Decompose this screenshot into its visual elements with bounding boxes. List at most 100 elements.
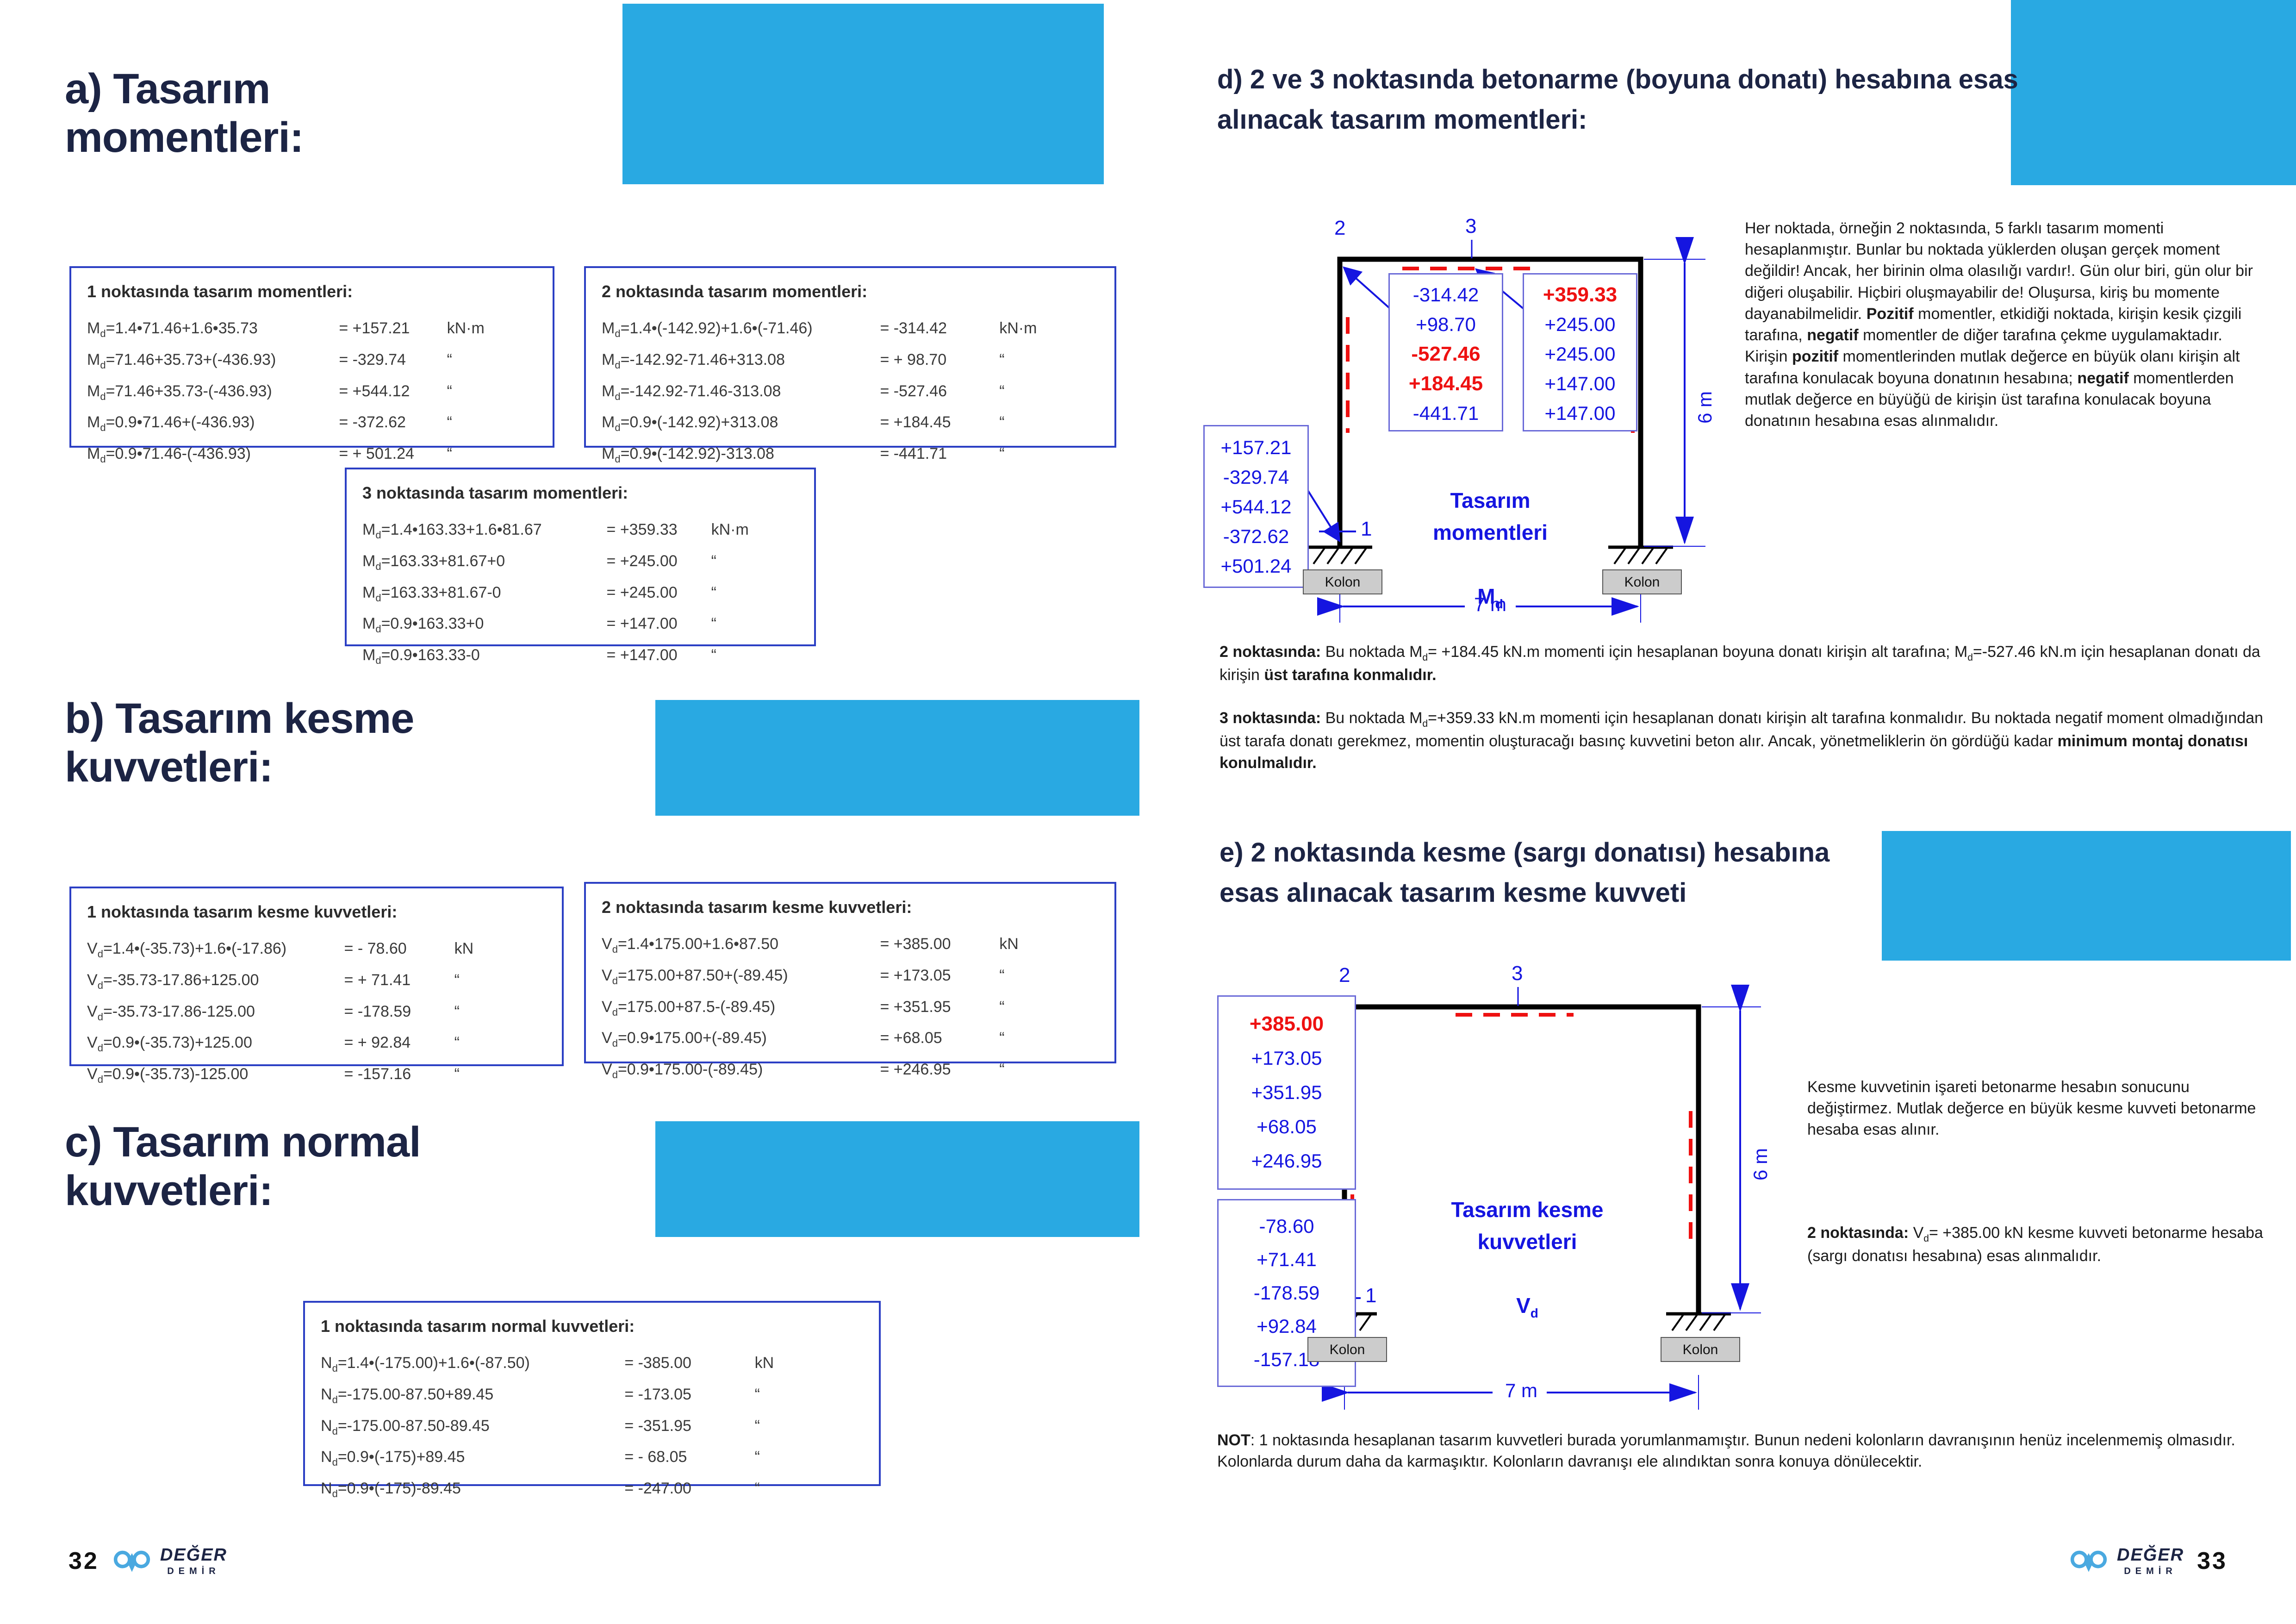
footer-left: 32 DEĞER DEMİR <box>68 1546 227 1576</box>
moment-value: +147.00 <box>1544 373 1616 394</box>
moment-value: -372.62 <box>1223 525 1289 547</box>
formula-row: Vd=175.00+87.50+(-89.45) = +173.05 “ <box>602 966 1005 987</box>
moment-value: +359.33 <box>1543 283 1618 306</box>
brand-name: DEĞER <box>2117 1545 2184 1565</box>
formula-row: Vd=-35.73-17.86+125.00 = + 71.41 “ <box>87 971 460 991</box>
shear-value: +68.05 <box>1257 1116 1317 1137</box>
cyan-block-d <box>2011 0 2296 185</box>
height-dimension-label: 6 m <box>1694 391 1716 424</box>
node1-values-box: +157.21 -329.74 +544.12 -372.62 +501.24 <box>1203 425 1309 588</box>
cyan-block-e <box>1882 831 2291 961</box>
heading-b: b) Tasarım kesme kuvvetleri: <box>65 695 414 791</box>
moment-value: +245.00 <box>1544 343 1616 365</box>
formula-row: Md=71.46+35.73+(-436.93) = -329.74 “ <box>87 350 452 371</box>
formula-row: Nd=0.9•(-175)+89.45 = - 68.05 “ <box>321 1448 760 1468</box>
box-title: 1 noktasında tasarım momentleri: <box>87 282 353 301</box>
moments-explanation-paragraph: Her noktada, örneğin 2 noktasında, 5 far… <box>1745 219 2253 430</box>
formula-row: Vd=175.00+87.5-(-89.45) = +351.95 “ <box>602 998 1005 1018</box>
moment-box-1: 1 noktasında tasarım momentleri: Md=1.4•… <box>69 266 554 465</box>
kolon-label-left: Kolon <box>1303 569 1382 594</box>
formula-row: Md=0.9•163.33+0 = +147.00 “ <box>362 615 716 635</box>
formula-row: Md=1.4•163.33+1.6•81.67 = +359.33 kN·m <box>362 521 749 541</box>
brand-name: DEĞER <box>160 1545 227 1565</box>
formula-row: Nd=-175.00-87.50+89.45 = -173.05 “ <box>321 1385 760 1405</box>
page-number-right: 33 <box>2197 1548 2228 1574</box>
shear-value: +351.95 <box>1251 1081 1322 1103</box>
shear-sign-note: Kesme kuvvetinin işareti betonarme hesab… <box>1807 1078 2256 1139</box>
kolon-label-left: Kolon <box>1307 1337 1387 1362</box>
moment-frame-diagram: 2 3 1 -314.42 +98.70 -527.46 +184.45 -44… <box>1203 199 1847 643</box>
normal-box-1: 1 noktasında tasarım normal kuvvetleri: … <box>303 1301 881 1499</box>
formula-row: Md=163.33+81.67-0 = +245.00 “ <box>362 583 716 604</box>
brand-left: DEĞER DEMİR <box>112 1546 227 1576</box>
shear-values-box-top: +385.00 +173.05 +351.95 +68.05 +246.95 <box>1217 995 1356 1190</box>
kolon-label-right: Kolon <box>1661 1337 1740 1362</box>
formula-row: Md=163.33+81.67+0 = +245.00 “ <box>362 552 716 572</box>
formula-row: Md=0.9•163.33-0 = +147.00 “ <box>362 646 716 666</box>
brand-sub: DEMİR <box>167 1566 220 1576</box>
formula-row: Md=0.9•(-142.92)+313.08 = +184.45 “ <box>602 413 1005 434</box>
ram-logo-icon <box>2070 1550 2107 1572</box>
node-label-2: 2 <box>1334 217 1346 239</box>
note-paragraph: NOT: 1 noktasında hesaplanan tasarım kuv… <box>1217 1431 2235 1471</box>
moment-box-3: 3 noktasında tasarım momentleri: Md=1.4•… <box>345 468 816 666</box>
formula-row: Md=1.4•(-142.92)+1.6•(-71.46) = -314.42 kN… <box>602 319 1037 339</box>
moment-value: +184.45 <box>1408 372 1483 395</box>
shear-value: +173.05 <box>1251 1047 1322 1069</box>
point2-shear-note: 2 noktasında: Vd= +385.00 kN kesme kuvve… <box>1807 1224 2263 1265</box>
node-label-1: 1 <box>1361 518 1372 540</box>
node-label-1: 1 <box>1365 1284 1377 1307</box>
shear-box-2: 2 noktasında tasarım kesme kuvvetleri: V… <box>584 882 1116 1081</box>
formula-row: Md=71.46+35.73-(-436.93) = +544.12 “ <box>87 382 452 402</box>
box-title: 1 noktasında tasarım kesme kuvvetleri: <box>87 902 398 921</box>
shear-value: -178.59 <box>1253 1282 1320 1304</box>
heading-d: d) 2 ve 3 noktasında betonarme (boyuna d… <box>1217 64 2018 135</box>
footer-right: DEĞER DEMİR 33 <box>2069 1546 2228 1576</box>
moment-value: -527.46 <box>1411 343 1481 365</box>
formula-row: Nd=-175.00-87.50-89.45 = -351.95 “ <box>321 1417 760 1437</box>
moment-value: +245.00 <box>1544 313 1616 335</box>
heading-e: e) 2 noktasında kesme (sargı donatısı) h… <box>1220 837 1830 908</box>
shear-value: +92.84 <box>1257 1315 1317 1337</box>
formula-row: Md=-142.92-71.46+313.08 = + 98.70 “ <box>602 350 1005 371</box>
heading-a: a) Tasarım momentleri: <box>65 65 304 161</box>
page-number-left: 32 <box>68 1548 99 1574</box>
shear-value: +71.41 <box>1257 1249 1317 1270</box>
ram-logo-icon <box>113 1550 150 1572</box>
point3-moment-note: 3 noktasında: Bu noktada Md=+359.33 kN.m… <box>1220 709 2264 772</box>
shear-value: -78.60 <box>1259 1215 1314 1237</box>
node-label-2: 2 <box>1339 964 1350 987</box>
width-dimension-label: 7 m <box>1505 1380 1538 1401</box>
node2-values-box: -314.42 +98.70 -527.46 +184.45 -441.71 <box>1388 273 1503 431</box>
brand-sub: DEMİR <box>2124 1566 2177 1576</box>
diagram-caption: Tasarım momentleri Md <box>1433 488 1548 612</box>
box-title: 3 noktasında tasarım momentleri: <box>362 483 628 502</box>
diagram-caption: Tasarım kesme kuvvetleri Vd <box>1451 1198 1604 1321</box>
formula-row: Vd=1.4•175.00+1.6•87.50 = +385.00 kN <box>602 935 1019 955</box>
moment-value: -314.42 <box>1412 284 1479 306</box>
cyan-block-a <box>622 4 1104 184</box>
moment-box-2: 2 noktasında tasarım momentleri: Md=1.4•… <box>584 266 1116 465</box>
moment-value: +157.21 <box>1220 437 1292 458</box>
formula-row: Md=0.9•71.46-(-436.93) = + 501.24 “ <box>87 445 452 465</box>
formula-row: Vd=-35.73-17.86-125.00 = -178.59 “ <box>87 1002 460 1023</box>
box-title: 2 noktasında tasarım kesme kuvvetleri: <box>602 898 912 917</box>
cyan-block-b <box>655 700 1139 816</box>
moment-value: -329.74 <box>1223 466 1289 488</box>
formula-row: Md=0.9•(-142.92)-313.08 = -441.71 “ <box>602 445 1005 465</box>
shear-value: +385.00 <box>1249 1012 1324 1035</box>
formula-row: Md=0.9•71.46+(-436.93) = -372.62 “ <box>87 413 452 434</box>
height-dimension-label: 6 m <box>1749 1148 1771 1181</box>
box-title: 1 noktasında tasarım normal kuvvetleri: <box>321 1317 635 1336</box>
cyan-block-c <box>655 1121 1139 1237</box>
moment-value: +98.70 <box>1416 313 1476 335</box>
node3-values-box: +359.33 +245.00 +245.00 +147.00 +147.00 <box>1523 273 1637 431</box>
formula-row: Vd=0.9•(-35.73)-125.00 = -157.16 “ <box>87 1065 460 1085</box>
formula-row: Vd=1.4•(-35.73)+1.6•(-17.86) = - 78.60 kN <box>87 940 474 960</box>
shear-value: +246.95 <box>1251 1150 1322 1172</box>
formula-row: Vd=0.9•175.00-(-89.45) = +246.95 “ <box>602 1061 1005 1081</box>
heading-c: c) Tasarım normal kuvvetleri: <box>65 1118 421 1214</box>
kolon-label-right: Kolon <box>1602 569 1682 594</box>
point2-moment-note: 2 noktasında: Bu noktada Md= +184.45 kN.… <box>1220 643 2260 684</box>
